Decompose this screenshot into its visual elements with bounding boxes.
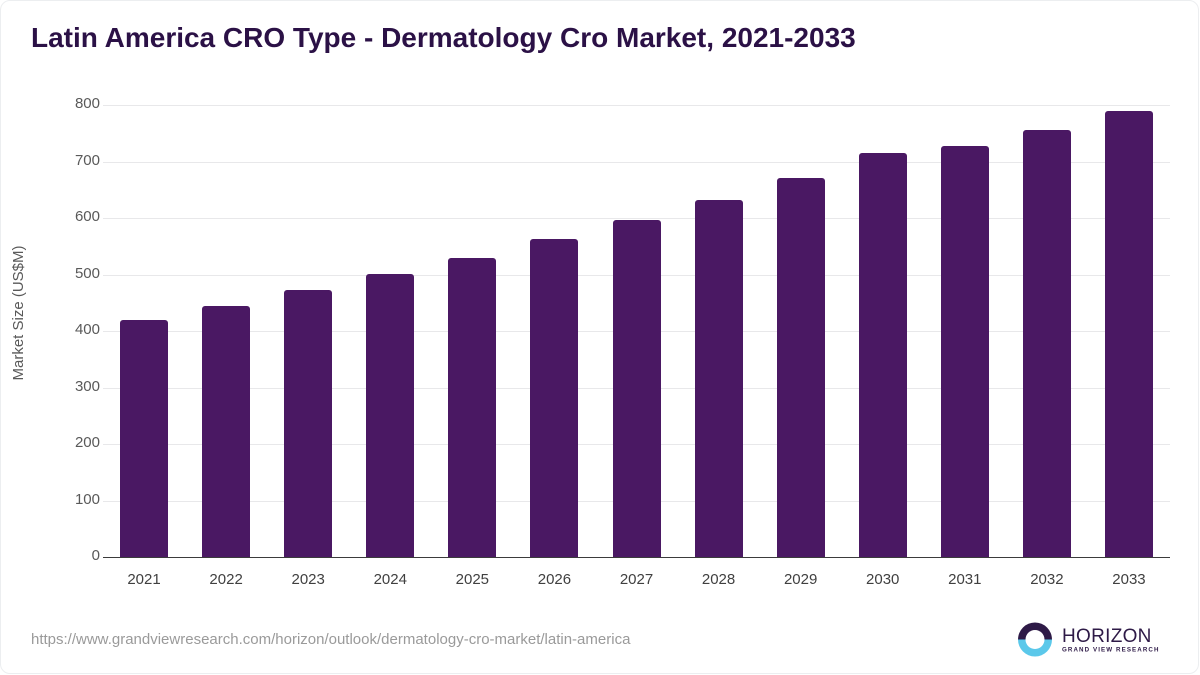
svg-text:GRAND VIEW RESEARCH: GRAND VIEW RESEARCH	[1062, 647, 1160, 654]
svg-text:HORIZON: HORIZON	[1062, 626, 1152, 647]
